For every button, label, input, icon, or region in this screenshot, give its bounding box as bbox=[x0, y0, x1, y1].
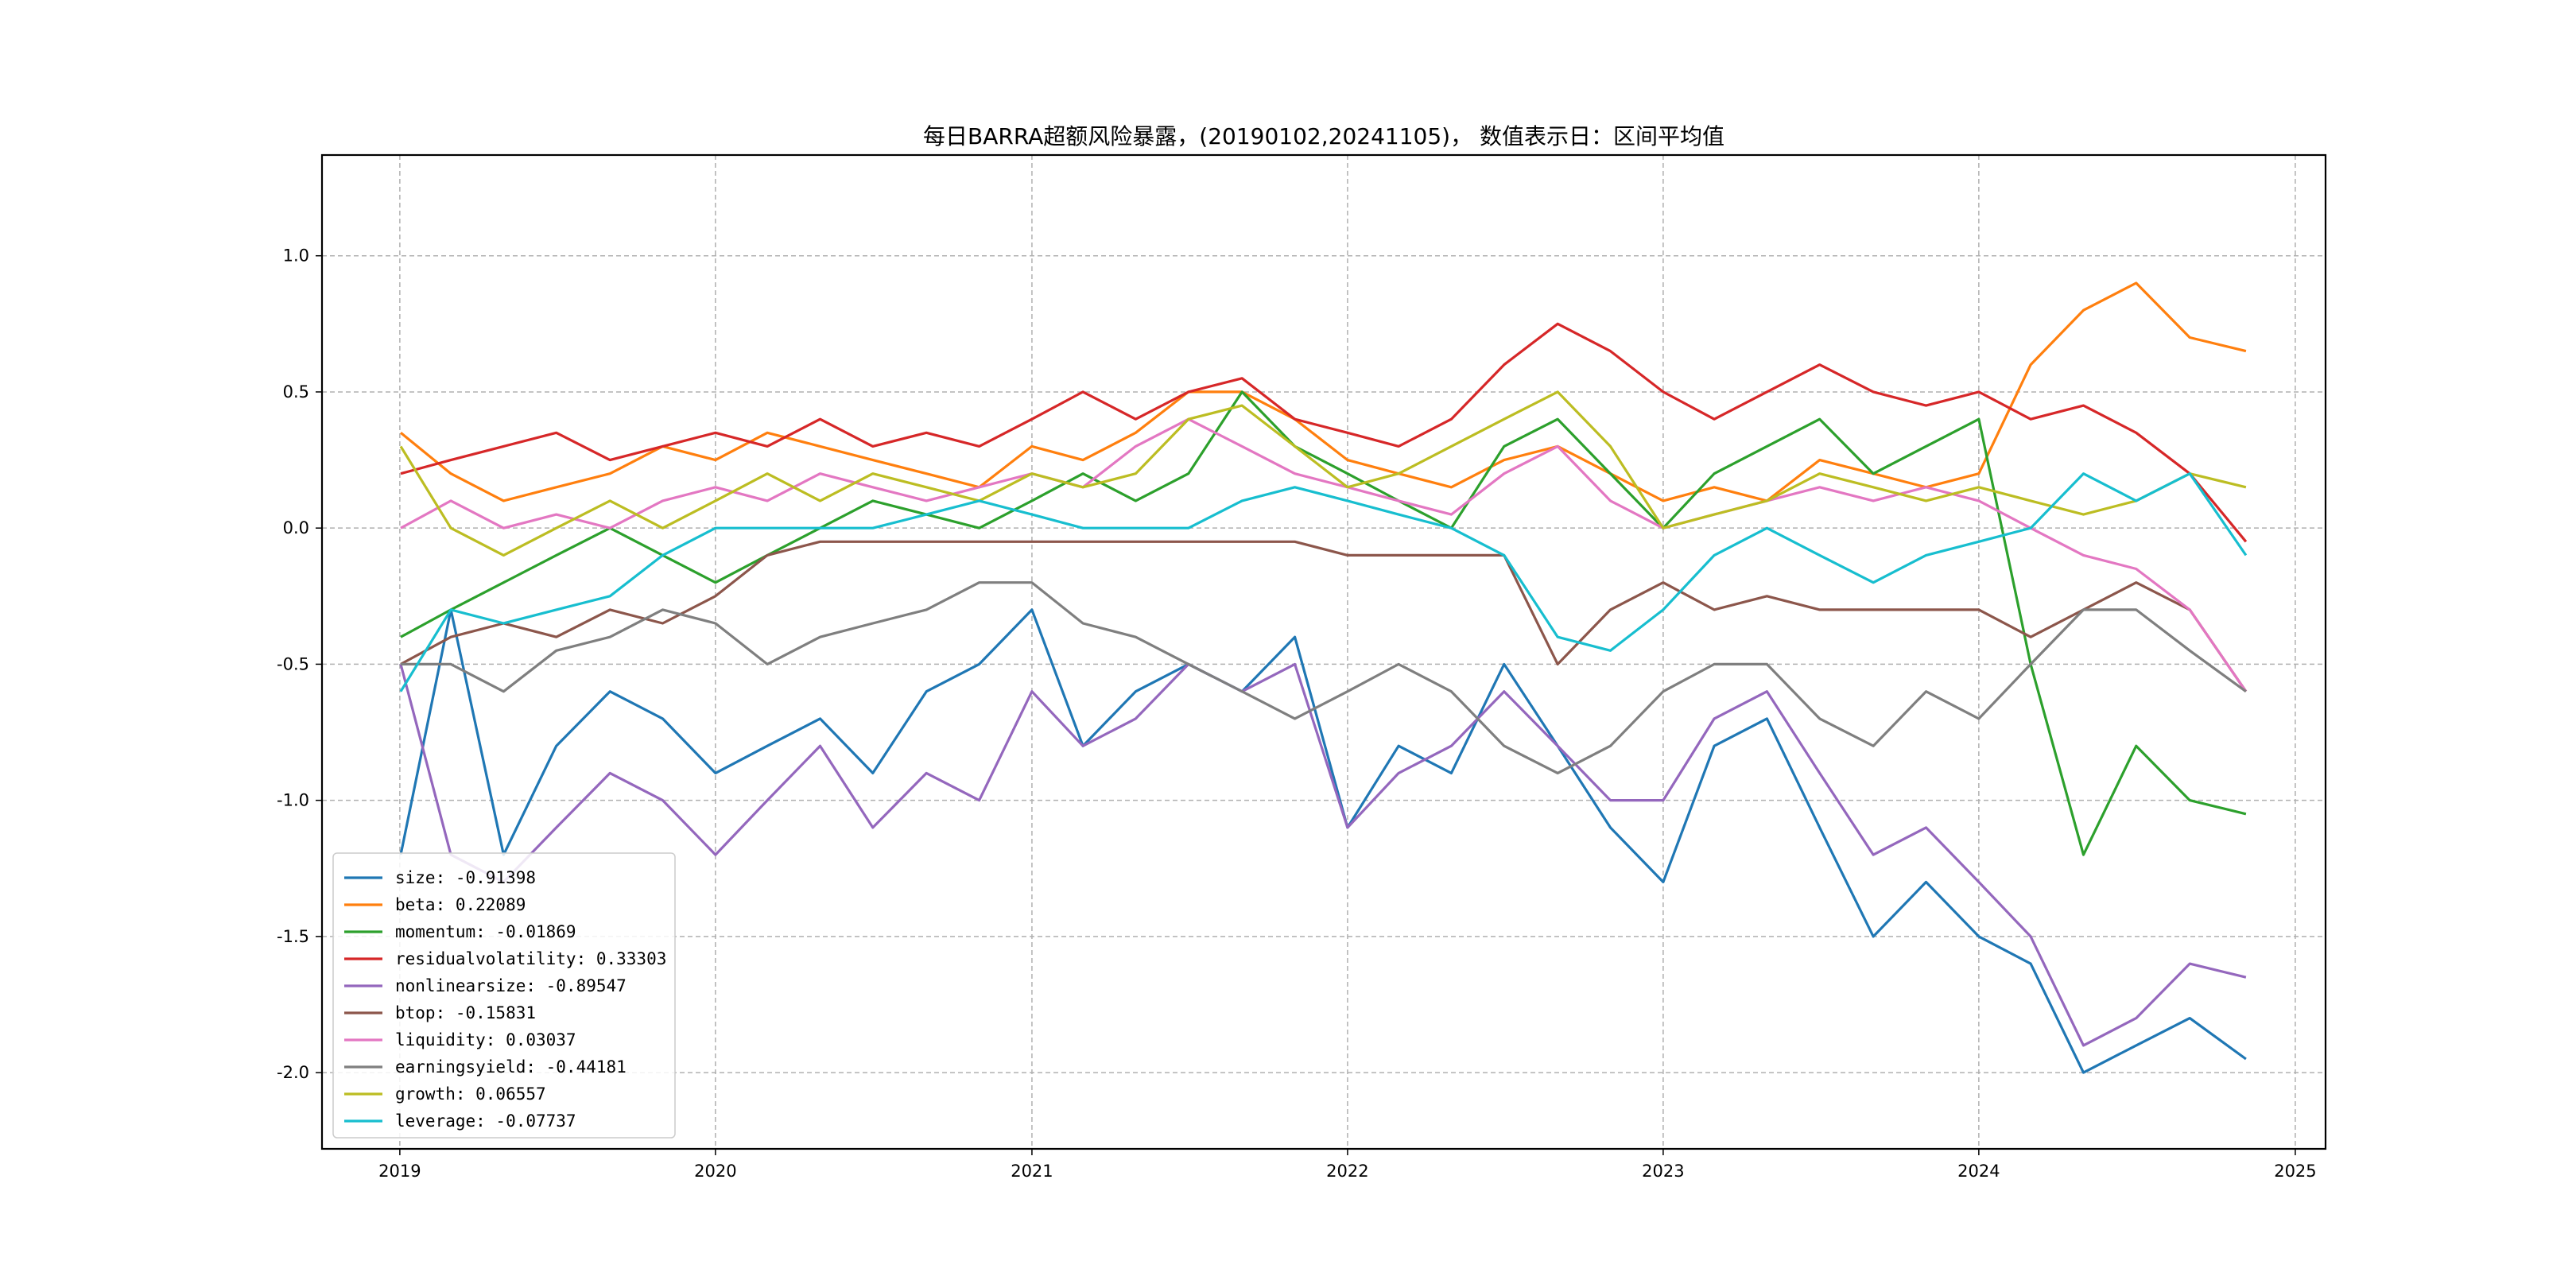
legend-box bbox=[332, 852, 676, 1139]
legend-label: nonlinearsize: -0.89547 bbox=[395, 976, 627, 995]
x-tick-label: 2022 bbox=[1326, 1162, 1368, 1181]
series-line-10 bbox=[399, 472, 2248, 692]
series-line-6 bbox=[400, 540, 2248, 692]
series-line-8 bbox=[401, 581, 2247, 775]
series-line-1 bbox=[399, 608, 2247, 1074]
series-line-2 bbox=[399, 281, 2247, 502]
legend-label: earningsyield: -0.44181 bbox=[395, 1057, 627, 1077]
legend-label: btop: -0.15831 bbox=[395, 1003, 536, 1022]
legend-label: growth: 0.06557 bbox=[395, 1084, 546, 1104]
x-tick-label: 2023 bbox=[1642, 1162, 1684, 1181]
series-line-7 bbox=[400, 417, 2248, 692]
series-line-3 bbox=[400, 390, 2247, 856]
legend-label: leverage: -0.07737 bbox=[395, 1111, 576, 1131]
legend: size: -0.91398 beta: 0.22089 momentum: -0.… bbox=[332, 852, 676, 1139]
legend-label: beta: 0.22089 bbox=[395, 895, 526, 914]
series-line-4 bbox=[400, 322, 2248, 543]
y-tick-label: 0.0 bbox=[283, 518, 309, 537]
legend-label: momentum: -0.01869 bbox=[395, 922, 576, 941]
y-tick-label: 1.0 bbox=[283, 246, 309, 266]
legend-label: liquidity: 0.03037 bbox=[395, 1030, 576, 1049]
series-line-5 bbox=[399, 662, 2247, 1047]
y-tick-label: -2.0 bbox=[277, 1063, 309, 1082]
legend-label: size: -0.91398 bbox=[395, 868, 536, 887]
x-tick-label: 2024 bbox=[1957, 1162, 2000, 1181]
chart-title: 每日BARRA超额风险暴露，(20190102,20241105)， 数值表示日… bbox=[923, 123, 1724, 149]
y-tick-label: -1.0 bbox=[277, 791, 309, 810]
plot-frame bbox=[320, 153, 2327, 1150]
x-tick-label: 2019 bbox=[378, 1162, 421, 1181]
y-tick-label: 0.5 bbox=[283, 382, 309, 402]
x-tick-label: 2021 bbox=[1011, 1162, 1053, 1181]
y-tick-label: -1.5 bbox=[277, 927, 309, 946]
y-tick-label: -0.5 bbox=[277, 654, 309, 673]
legend-label: residualvolatility: 0.33303 bbox=[395, 949, 666, 968]
series-line-9 bbox=[399, 390, 2247, 557]
x-tick-label: 2025 bbox=[2274, 1162, 2316, 1181]
x-tick-label: 2020 bbox=[694, 1162, 736, 1181]
series-layer bbox=[399, 281, 2248, 1074]
tick-layer: 2019 2020 2021 2022 2023 2024 2025 1.0 0.5 0.0 -0.… bbox=[277, 246, 2317, 1181]
